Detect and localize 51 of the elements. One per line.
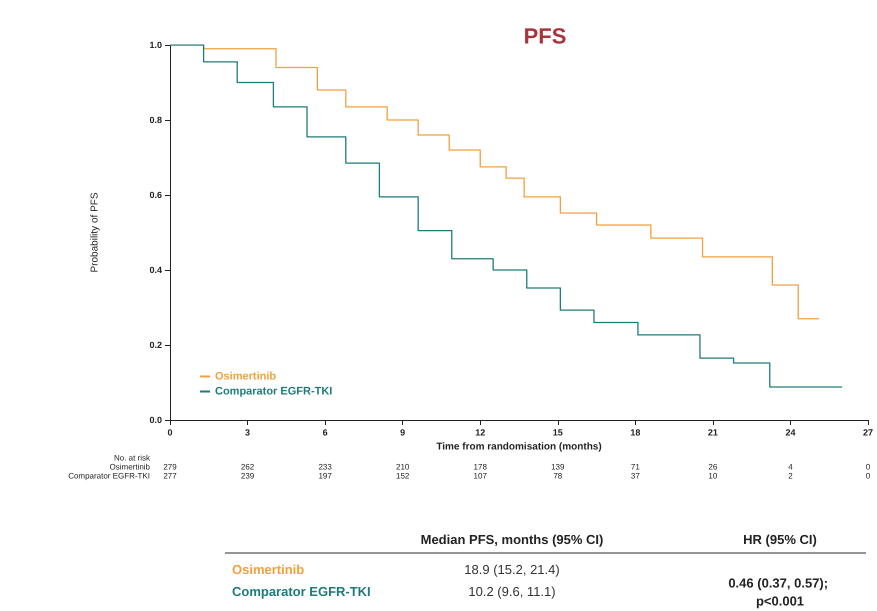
text: 18.9 (15.2, 21.4) [464,562,560,577]
x-tick-label: 9 [400,428,406,438]
text: 178 [474,462,488,472]
x-tick-label: 12 [475,428,486,438]
x-tick-label: 3 [245,428,250,438]
text: 71 [630,462,640,472]
text: 197 [318,472,332,480]
text: Comparator EGFR-TKI [68,472,150,480]
chart-title: PFS [524,24,566,48]
text: 279 [163,462,178,472]
y-tick-label: 0.2 [149,340,162,350]
legend-label: Osimertinib [215,370,276,382]
text: 26 [708,462,718,472]
y-axis-title: Probability of PFS [90,192,100,273]
x-tick-label: 24 [785,428,796,438]
text: 233 [318,462,332,472]
legend-label: Comparator EGFR-TKI [215,386,332,398]
text: 262 [240,462,255,472]
text: 239 [240,472,255,480]
text: Osimertinib [232,562,304,577]
x-tick-label: 15 [552,428,563,438]
y-tick-label: 0.8 [149,115,162,125]
y-tick-label: 0.6 [149,190,162,200]
x-tick-label: 6 [322,428,328,438]
text: 0.46 (0.37, 0.57); p<0.001 [728,576,832,608]
x-tick-label: 0 [167,428,173,438]
text: 37 [630,472,640,480]
x-axis-title: Time from randomisation (months) [436,441,602,452]
x-tick-label: 18 [630,428,640,438]
text: Median PFS, months (95% CI) [420,532,604,547]
text: 4 [788,462,794,472]
x-tick-label: 21 [708,428,718,438]
text: 2 [788,472,794,480]
text: No. at risk [114,454,151,462]
y-tick-label: 1.0 [149,40,162,50]
text: 277 [163,472,178,480]
text: HR (95% CI) [743,532,817,547]
text: 107 [474,472,488,480]
text: 139 [551,462,565,472]
text: 10 [708,472,718,480]
text: 210 [396,462,410,472]
text: 0 [866,472,871,480]
text: 78 [553,472,563,480]
text: Osimertinib [110,462,151,472]
text: 152 [396,472,410,480]
text: Comparator EGFR-TKI [232,584,371,599]
y-tick-label: 0.0 [149,415,162,425]
x-tick-label: 27 [862,428,874,438]
y-tick-label: 0.4 [149,265,162,275]
text: 10.2 (9.6, 11.1) [468,584,556,599]
text: 0 [866,462,871,472]
